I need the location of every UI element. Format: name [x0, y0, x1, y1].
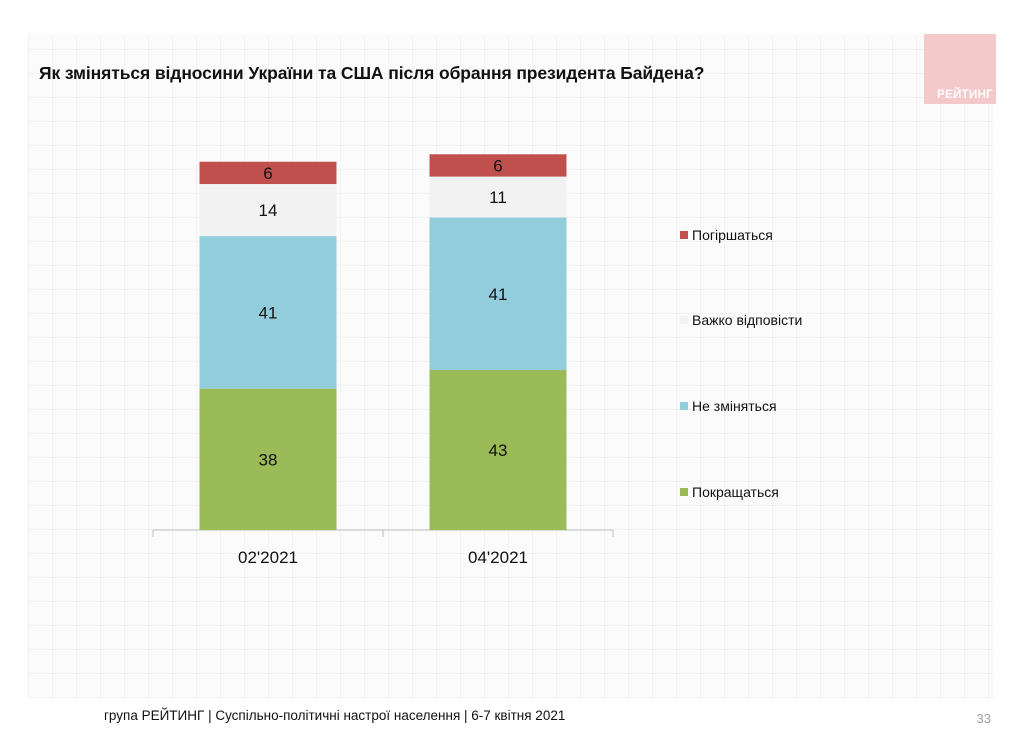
bar-segment-1-1 — [429, 217, 567, 371]
bar-segment-0-3 — [199, 161, 337, 185]
x-tick-label-1: 04'2021 — [468, 548, 528, 567]
bar-segment-1-2 — [429, 176, 567, 218]
legend-swatch — [680, 231, 688, 239]
legend-item: Важко відповісти — [680, 312, 802, 328]
legend-label: Не зміняться — [692, 398, 777, 414]
data-label-0-0: 38 — [259, 450, 278, 469]
legend-item: Погіршаться — [680, 227, 773, 243]
legend-label: Важко відповісти — [692, 312, 803, 328]
data-label-0-3: 6 — [263, 164, 272, 183]
chart-title: Як зміняться відносини України та США пі… — [39, 63, 705, 83]
bar-segment-1-0 — [429, 370, 567, 530]
bar-segment-0-2 — [199, 184, 337, 237]
data-label-1-1: 41 — [489, 285, 508, 304]
legend-item: Не зміняться — [680, 398, 777, 414]
logo-text: РЕЙТИНГ — [937, 89, 993, 101]
logo: РЕЙТИНГ — [924, 34, 996, 104]
legend-swatch — [680, 488, 688, 496]
footer-text: група РЕЙТИНГ | Суспільно-політичні наст… — [104, 708, 566, 723]
bar-segment-0-0 — [199, 388, 337, 530]
legend-label: Погіршаться — [692, 227, 773, 243]
page-number: 33 — [976, 711, 991, 726]
data-label-0-1: 41 — [259, 303, 278, 322]
data-label-1-0: 43 — [489, 441, 508, 460]
bar-segment-1-3 — [429, 154, 567, 177]
legend-label: Покращаться — [692, 484, 779, 500]
legend-swatch — [680, 316, 688, 324]
data-label-1-3: 6 — [493, 156, 502, 175]
data-label-0-2: 14 — [259, 201, 278, 220]
bar-segment-0-1 — [199, 236, 337, 389]
x-tick-label-0: 02'2021 — [238, 548, 298, 567]
legend-item: Покращаться — [680, 484, 779, 500]
legend-swatch — [680, 402, 688, 410]
data-label-1-2: 11 — [489, 188, 507, 207]
